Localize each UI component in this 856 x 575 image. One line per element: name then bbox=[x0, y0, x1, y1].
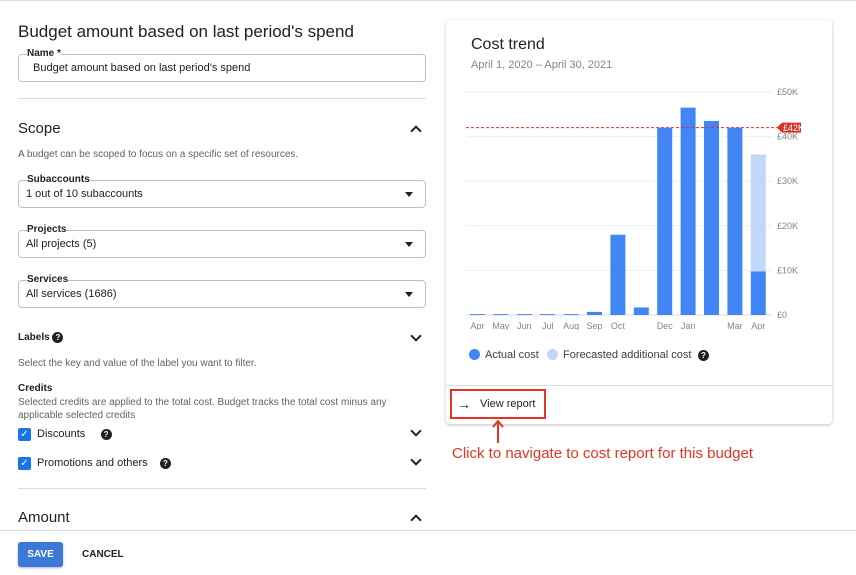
bar-actual bbox=[680, 107, 696, 315]
discounts-checkbox[interactable]: ✓ bbox=[18, 428, 31, 441]
dropdown-caret-icon bbox=[405, 192, 413, 197]
subaccounts-select[interactable]: Subaccounts 1 out of 10 subaccounts bbox=[18, 174, 426, 208]
labels-text: Labels bbox=[18, 332, 50, 344]
scope-title: Scope bbox=[18, 120, 61, 137]
labels-title: Labels ? bbox=[18, 332, 64, 344]
bar-actual bbox=[750, 271, 766, 315]
services-value: All services (1686) bbox=[26, 288, 117, 300]
help-icon[interactable]: ? bbox=[159, 457, 171, 469]
name-label: Name * bbox=[27, 48, 61, 59]
labels-description: Select the key and value of the label yo… bbox=[18, 358, 257, 369]
x-tick-label: Oct bbox=[611, 321, 626, 330]
subaccounts-value: 1 out of 10 subaccounts bbox=[26, 188, 143, 200]
chevron-down-icon[interactable] bbox=[410, 330, 422, 342]
chevron-up-icon[interactable] bbox=[410, 125, 422, 137]
divider bbox=[18, 488, 426, 489]
bar-actual bbox=[516, 314, 532, 315]
view-report-link[interactable]: View report bbox=[480, 398, 536, 410]
promotions-checkbox[interactable]: ✓ bbox=[18, 457, 31, 470]
threshold-marker bbox=[777, 122, 801, 133]
promotions-text: Promotions and others bbox=[37, 457, 148, 469]
chevron-down-icon[interactable] bbox=[410, 454, 422, 466]
y-tick-label: £20K bbox=[777, 221, 798, 231]
legend-dot-icon bbox=[547, 349, 558, 360]
projects-select[interactable]: Projects All projects (5) bbox=[18, 224, 426, 258]
bar-forecast bbox=[750, 154, 766, 272]
cancel-button[interactable]: CANCEL bbox=[82, 549, 124, 560]
y-tick-label: £0 bbox=[777, 310, 787, 320]
x-tick-label: May bbox=[492, 321, 510, 330]
dropdown-caret-icon bbox=[405, 242, 413, 247]
bar-actual bbox=[540, 314, 556, 315]
x-tick-label: Sep bbox=[586, 321, 602, 330]
legend-dot-icon bbox=[469, 349, 480, 360]
chevron-up-icon[interactable] bbox=[410, 514, 422, 526]
chevron-down-icon[interactable] bbox=[410, 425, 422, 437]
divider bbox=[18, 98, 426, 99]
x-tick-label: Apr bbox=[470, 321, 484, 330]
view-report-highlight bbox=[450, 389, 546, 419]
card-divider bbox=[446, 385, 832, 386]
card-subtitle: April 1, 2020 – April 30, 2021 bbox=[471, 59, 613, 71]
promotions-label: Promotions and others ? bbox=[37, 457, 171, 469]
discounts-text: Discounts bbox=[37, 428, 86, 440]
scope-description: A budget can be scoped to focus on a spe… bbox=[18, 149, 299, 160]
help-icon[interactable]: ? bbox=[100, 428, 112, 440]
annotation-arrow-icon bbox=[492, 419, 504, 443]
cost-trend-chart: £0 £10K £20K £30K £40K £50K Apr May Jun Jul Aug Sep… bbox=[466, 87, 804, 330]
legend-forecast: Forecasted additional cost bbox=[547, 349, 691, 361]
help-icon[interactable]: ? bbox=[52, 332, 64, 343]
save-button[interactable]: SAVE bbox=[18, 542, 63, 567]
projects-value: All projects (5) bbox=[26, 238, 97, 250]
y-tick-label: £50K bbox=[777, 87, 798, 97]
y-tick-label: £30K bbox=[777, 176, 798, 186]
cost-trend-card: Cost trend April 1, 2020 – April 30, 202… bbox=[446, 20, 832, 424]
x-tick-label: Mar bbox=[727, 321, 743, 330]
x-tick-label: Jan bbox=[681, 321, 696, 330]
bar-actual bbox=[493, 314, 509, 315]
footer-bar: SAVE CANCEL bbox=[0, 530, 856, 575]
threshold-label: £42K bbox=[783, 123, 804, 133]
dropdown-caret-icon bbox=[405, 292, 413, 297]
arrow-right-icon: → bbox=[457, 396, 471, 412]
y-tick-label: £40K bbox=[777, 132, 798, 142]
top-border bbox=[0, 0, 856, 1]
y-tick-label: £10K bbox=[777, 265, 798, 275]
bar-actual bbox=[657, 127, 673, 316]
name-field[interactable]: Name * Budget amount based on last perio… bbox=[18, 48, 426, 82]
credits-title: Credits bbox=[18, 383, 53, 394]
legend-actual-label: Actual cost bbox=[485, 349, 539, 361]
discounts-label: Discounts ? bbox=[37, 428, 112, 440]
bar-actual bbox=[470, 314, 485, 315]
bar-actual bbox=[727, 127, 743, 316]
projects-label: Projects bbox=[27, 224, 67, 235]
bar-actual bbox=[610, 234, 626, 315]
help-icon[interactable]: ? bbox=[698, 350, 709, 361]
x-tick-label: Dec bbox=[657, 321, 674, 330]
subaccounts-label: Subaccounts bbox=[27, 174, 90, 185]
amount-title: Amount bbox=[18, 509, 70, 526]
services-label: Services bbox=[27, 274, 69, 285]
annotation-text: Click to navigate to cost report for thi… bbox=[452, 445, 753, 462]
page-title: Budget amount based on last period's spe… bbox=[18, 22, 354, 41]
x-tick-label: Aug bbox=[563, 321, 579, 330]
bar-actual bbox=[587, 311, 602, 315]
name-value: Budget amount based on last period's spe… bbox=[33, 62, 251, 74]
credits-description: Selected credits are applied to the tota… bbox=[18, 397, 387, 421]
bar-actual bbox=[563, 314, 579, 315]
bar-actual bbox=[704, 120, 719, 316]
x-tick-label: Jul bbox=[542, 321, 554, 330]
legend-actual: Actual cost bbox=[469, 349, 539, 361]
bar-actual bbox=[633, 307, 649, 315]
x-tick-label: Jun bbox=[517, 321, 532, 330]
legend-forecast-label: Forecasted additional cost bbox=[563, 349, 692, 361]
x-tick-label: Apr bbox=[751, 321, 765, 330]
services-select[interactable]: Services All services (1686) bbox=[18, 274, 426, 308]
card-title: Cost trend bbox=[471, 36, 545, 53]
